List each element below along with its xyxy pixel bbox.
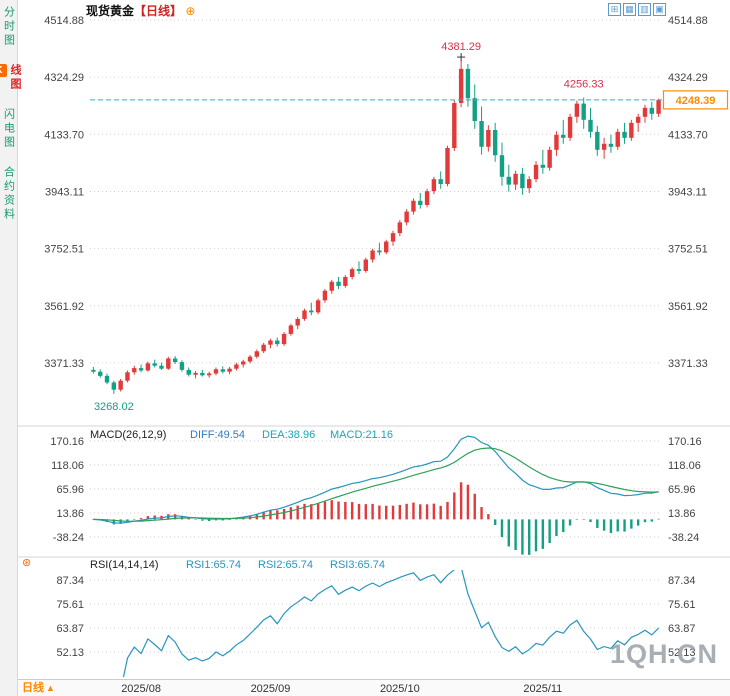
layout-window-icon[interactable]: ▣ [653,3,666,16]
sidebar-item-kline-chart[interactable]: K线图 [0,64,23,92]
svg-text:3943.11: 3943.11 [668,186,707,198]
svg-text:2025/08: 2025/08 [121,683,161,695]
period-tab-label: 日线 [22,682,44,694]
svg-text:3752.51: 3752.51 [44,244,84,256]
svg-text:MACD:21.16: MACD:21.16 [330,429,393,441]
macd-layer [92,435,660,555]
add-indicator-icon[interactable]: ⊕ [185,4,196,18]
svg-text:75.61: 75.61 [668,599,696,611]
svg-text:3371.33: 3371.33 [44,358,84,370]
indicator-settings-icon[interactable]: ⊛ [22,557,32,569]
svg-text:13.86: 13.86 [56,508,84,520]
svg-text:65.96: 65.96 [668,484,696,496]
layout-grid-icon[interactable]: ⊞ [608,3,621,16]
chart-title: 现货黄金【日线】 ⊕ [86,2,195,19]
svg-text:3561.92: 3561.92 [668,301,708,313]
annotations: 4381.29 3268.02 4256.33 [94,41,604,413]
svg-text:DEA:38.96: DEA:38.96 [262,429,315,441]
svg-text:170.16: 170.16 [50,436,84,448]
sidebar-item-kline-label: 线图 [9,64,21,92]
svg-text:52.13: 52.13 [56,647,84,659]
sidebar: 分时图 K线图 闪电图 合约资料 [0,0,21,696]
layout-toolbar: ⊞ ▦ ▥ ▣ [608,3,666,16]
svg-text:4256.33: 4256.33 [564,79,604,91]
svg-text:87.34: 87.34 [668,575,696,587]
svg-text:-38.24: -38.24 [53,532,84,544]
svg-text:DIFF:49.54: DIFF:49.54 [190,429,245,441]
chevron-up-icon: ▲ [46,683,55,693]
svg-text:63.87: 63.87 [56,623,84,635]
k-badge-icon: K [0,64,7,77]
indicator-headers: MACD(26,12,9) DIFF:49.54 DEA:38.96 MACD:21.… [90,429,393,571]
svg-text:4324.29: 4324.29 [668,72,708,84]
layout-columns-icon[interactable]: ▥ [638,3,651,16]
period-label: 【日线】 [134,4,183,18]
axis-labels: 4514.88 4514.88 4324.29 4324.29 4133.70 4133.… [44,15,708,659]
sidebar-item-contract-info[interactable]: 合约资料 [2,166,15,222]
last-price-marker: 4248.39 [90,90,729,110]
svg-text:4133.70: 4133.70 [668,129,708,141]
candlestick-layer [91,60,661,394]
svg-text:2025/09: 2025/09 [251,683,291,695]
sidebar-item-lightning-chart[interactable]: 闪电图 [2,108,15,150]
rsi-layer [122,570,660,677]
svg-text:-38.24: -38.24 [668,532,699,544]
svg-text:118.06: 118.06 [51,460,84,472]
grid-layer [18,19,730,653]
layout-rows-icon[interactable]: ▦ [623,3,636,16]
svg-text:52.13: 52.13 [668,647,696,659]
svg-text:3371.33: 3371.33 [668,358,708,370]
svg-text:2025/11: 2025/11 [523,683,562,695]
svg-text:3752.51: 3752.51 [668,244,708,256]
bottom-bar [0,679,730,696]
svg-text:4381.29: 4381.29 [441,41,481,53]
sidebar-item-time-chart[interactable]: 分时图 [2,6,15,48]
svg-text:118.06: 118.06 [668,460,701,472]
svg-text:RSI3:65.74: RSI3:65.74 [330,559,385,571]
svg-text:87.34: 87.34 [56,575,84,587]
svg-text:75.61: 75.61 [56,599,84,611]
svg-text:4514.88: 4514.88 [44,15,84,27]
period-tab[interactable]: 日线 ▲ [22,679,55,695]
svg-text:3561.92: 3561.92 [44,301,84,313]
svg-text:13.86: 13.86 [668,508,696,520]
svg-text:65.96: 65.96 [56,484,84,496]
x-axis: 2025/08 2025/09 2025/10 2025/11 [121,683,562,695]
watermark: 1QH.CN [609,639,718,669]
svg-text:2025/10: 2025/10 [380,683,420,695]
svg-text:3268.02: 3268.02 [94,401,134,413]
svg-text:170.16: 170.16 [668,436,702,448]
svg-text:4248.39: 4248.39 [676,95,716,107]
instrument-name: 现货黄金 [86,4,135,18]
svg-text:63.87: 63.87 [668,623,696,635]
svg-text:4514.88: 4514.88 [668,15,708,27]
svg-text:RSI(14,14,14): RSI(14,14,14) [90,559,158,571]
svg-text:RSI1:65.74: RSI1:65.74 [186,559,241,571]
svg-text:4133.70: 4133.70 [44,129,84,141]
svg-text:MACD(26,12,9): MACD(26,12,9) [90,429,166,441]
svg-text:3943.11: 3943.11 [45,186,84,198]
svg-text:4324.29: 4324.29 [44,72,84,84]
svg-text:RSI2:65.74: RSI2:65.74 [258,559,313,571]
